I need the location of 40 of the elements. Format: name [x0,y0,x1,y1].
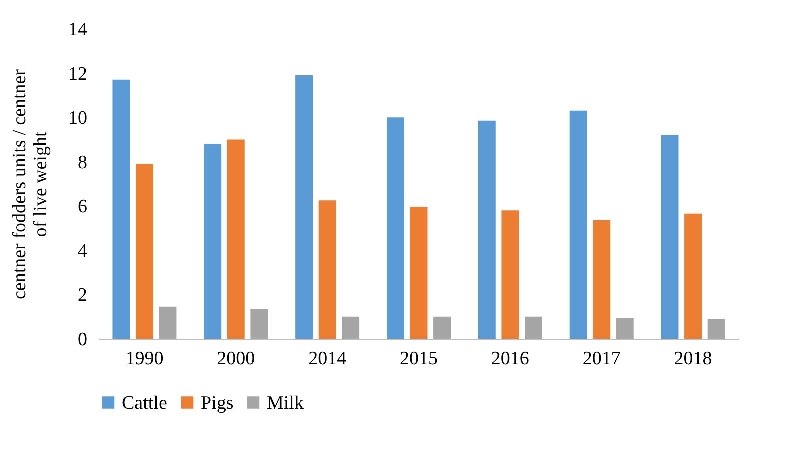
y-tick-label: 0 [78,330,88,350]
x-tick-label: 2018 [674,348,712,370]
bar [434,316,451,339]
bar [478,120,496,339]
legend-label: Pigs [201,392,234,414]
x-tick-label: 2016 [491,348,530,370]
bar [227,140,245,339]
x-tick-label: 2000 [217,348,256,370]
bar [296,76,314,339]
y-tick-label: 6 [78,196,88,218]
bar [159,306,177,339]
bar [661,135,679,339]
bar [136,164,154,339]
y-axis-title: centner fodders units / centner of live weight [10,68,52,300]
y-tick-label: 8 [78,152,88,174]
x-tick-label: 2017 [582,348,621,370]
bar [342,316,360,339]
bar [387,118,404,339]
bar [112,80,130,339]
bar [570,110,588,339]
y-tick-label: 4 [78,240,88,262]
y-tick-label: 12 [68,64,88,85]
x-tick-label: 2014 [308,348,348,370]
x-tick-label: 2015 [400,348,438,370]
bar [524,316,542,339]
y-tick-label: 2 [78,285,88,306]
bar [502,210,520,339]
bar [250,309,268,339]
x-tick-label: 1990 [126,348,164,370]
bar [318,200,336,339]
bar [684,214,702,339]
bar [708,319,726,339]
bar [593,220,611,339]
y-tick-label: 10 [68,108,88,130]
y-tick-label: 14 [68,20,88,40]
legend-label: Cattle [122,392,168,414]
bar [204,144,222,339]
legend-label: Milk [267,392,304,414]
bar [410,207,428,339]
bar [616,318,634,339]
